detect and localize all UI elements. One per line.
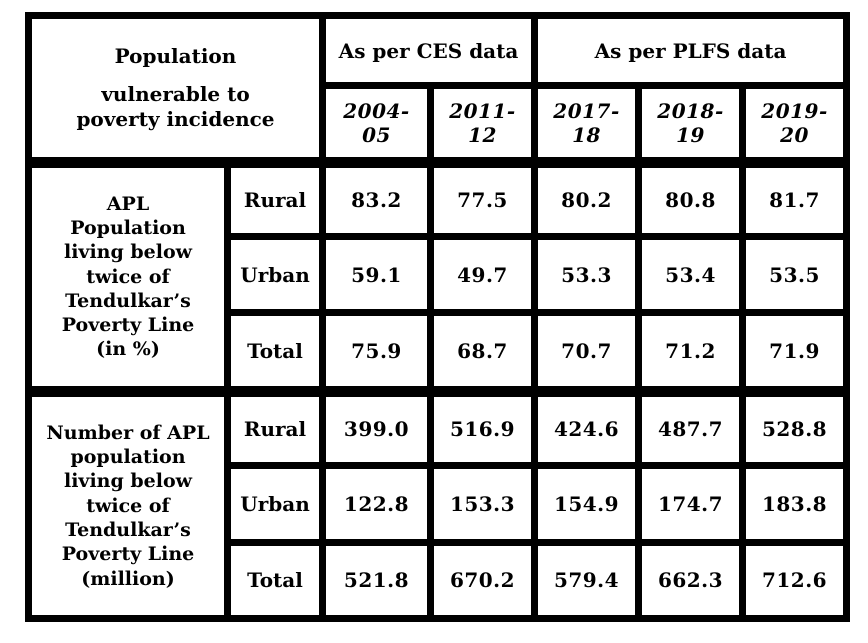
table-row: Total 75.9 68.7 70.7 71.2 71.9 <box>32 316 844 386</box>
value-cell: 153.3 <box>434 469 532 539</box>
value-cell: 71.2 <box>642 316 740 386</box>
value-cell: 83.2 <box>326 163 427 233</box>
value-cell: 174.7 <box>642 469 740 539</box>
value-cell: 49.7 <box>434 240 532 310</box>
value-cell: 53.5 <box>746 240 844 310</box>
year-header-2011-12: 2011-12 <box>434 89 532 157</box>
header-row-years: 2004-05 2011-12 2017-18 2018-19 2019-20 <box>32 89 844 157</box>
value-cell: 516.9 <box>434 392 532 463</box>
table-row: Urban 122.8 153.3 154.9 174.7 183.8 <box>32 469 844 539</box>
row-label-urban: Urban <box>231 240 319 310</box>
value-cell: 183.8 <box>746 469 844 539</box>
corner-header-line2: vulnerable to poverty incidence <box>76 81 275 131</box>
value-cell: 154.9 <box>538 469 636 539</box>
value-cell: 487.7 <box>642 392 740 463</box>
value-cell: 670.2 <box>434 545 532 615</box>
corner-header-line1: Population <box>114 43 237 68</box>
value-cell: 80.2 <box>538 163 636 233</box>
plfs-group-header: As per PLFS data <box>538 19 844 83</box>
value-cell: 712.6 <box>746 545 844 615</box>
value-cell: 68.7 <box>434 316 532 386</box>
year-header-2019-20: 2019-20 <box>746 89 844 157</box>
value-cell: 399.0 <box>326 392 427 463</box>
value-cell: 59.1 <box>326 240 427 310</box>
corner-header: Population vulnerable to poverty inciden… <box>32 19 319 157</box>
row-label-total: Total <box>231 316 319 386</box>
value-cell: 77.5 <box>434 163 532 233</box>
section-label-million: Number of APL population living below tw… <box>32 392 224 615</box>
row-label-urban: Urban <box>231 469 319 539</box>
table-row: Number of APL population living below tw… <box>32 392 844 615</box>
year-header-2018-19: 2018-19 <box>642 89 740 157</box>
year-header-2004-05: 2004-05 <box>326 89 427 157</box>
value-cell: 528.8 <box>746 392 844 463</box>
value-cell: 424.6 <box>538 392 636 463</box>
row-label-rural: Rural <box>231 163 319 233</box>
value-cell: 662.3 <box>642 545 740 615</box>
section-label-percent: APL Population living below twice of Ten… <box>32 163 224 386</box>
poverty-table: Population vulnerable to poverty inciden… <box>25 12 851 622</box>
table-row: Urban 59.1 49.7 53.3 53.4 53.5 <box>32 240 844 310</box>
value-cell: 122.8 <box>326 469 427 539</box>
header-row-groups: Population vulnerable to poverty inciden… <box>32 19 844 157</box>
value-cell: 80.8 <box>642 163 740 233</box>
value-cell: 70.7 <box>538 316 636 386</box>
value-cell: 75.9 <box>326 316 427 386</box>
ces-group-header: As per CES data <box>326 19 532 83</box>
table-row: APL Population living below twice of Ten… <box>32 163 844 386</box>
value-cell: 81.7 <box>746 163 844 233</box>
row-label-rural: Rural <box>231 392 319 463</box>
row-label-total: Total <box>231 545 319 615</box>
value-cell: 53.3 <box>538 240 636 310</box>
value-cell: 579.4 <box>538 545 636 615</box>
year-header-2017-18: 2017-18 <box>538 89 636 157</box>
value-cell: 521.8 <box>326 545 427 615</box>
value-cell: 53.4 <box>642 240 740 310</box>
value-cell: 71.9 <box>746 316 844 386</box>
table-row: Total 521.8 670.2 579.4 662.3 712.6 <box>32 545 844 615</box>
